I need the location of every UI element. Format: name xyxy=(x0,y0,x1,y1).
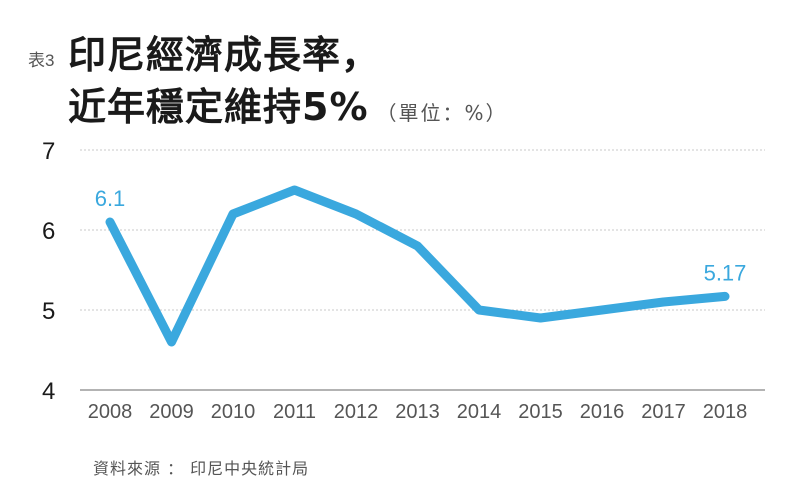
y-tick-label: 4 xyxy=(42,378,55,405)
chart-title-line1: 印尼經濟成長率， xyxy=(68,33,381,77)
data-label: 5.17 xyxy=(704,260,747,285)
x-tick-label: 2017 xyxy=(641,401,686,423)
x-tick-label: 2009 xyxy=(149,401,194,423)
y-tick-label: 7 xyxy=(42,138,55,165)
unit-label: （單位：%） xyxy=(376,101,508,125)
data-label: 6.1 xyxy=(95,186,126,211)
growth-rate-line xyxy=(105,185,730,347)
chart-title-line2: 近年穩定維持5% （單位：%） xyxy=(68,76,508,131)
x-tick-label: 2014 xyxy=(457,401,502,423)
y-tick-label: 5 xyxy=(42,298,55,325)
chart-title-line2-text: 近年穩定維持5% xyxy=(68,85,369,129)
data-source: 資料來源 ： 印尼中央統計局 xyxy=(93,459,310,478)
x-tick-label: 2008 xyxy=(88,401,133,423)
x-tick-label: 2011 xyxy=(273,401,316,423)
x-tick-label: 2016 xyxy=(580,401,625,423)
x-tick-label: 2015 xyxy=(518,401,563,423)
y-tick-label: 6 xyxy=(42,218,55,245)
x-tick-label: 2012 xyxy=(334,401,379,423)
table-number-tag: 表3 xyxy=(28,51,55,70)
x-tick-label: 2018 xyxy=(703,401,748,423)
x-tick-label: 2010 xyxy=(211,401,256,423)
x-tick-label: 2013 xyxy=(395,401,440,423)
